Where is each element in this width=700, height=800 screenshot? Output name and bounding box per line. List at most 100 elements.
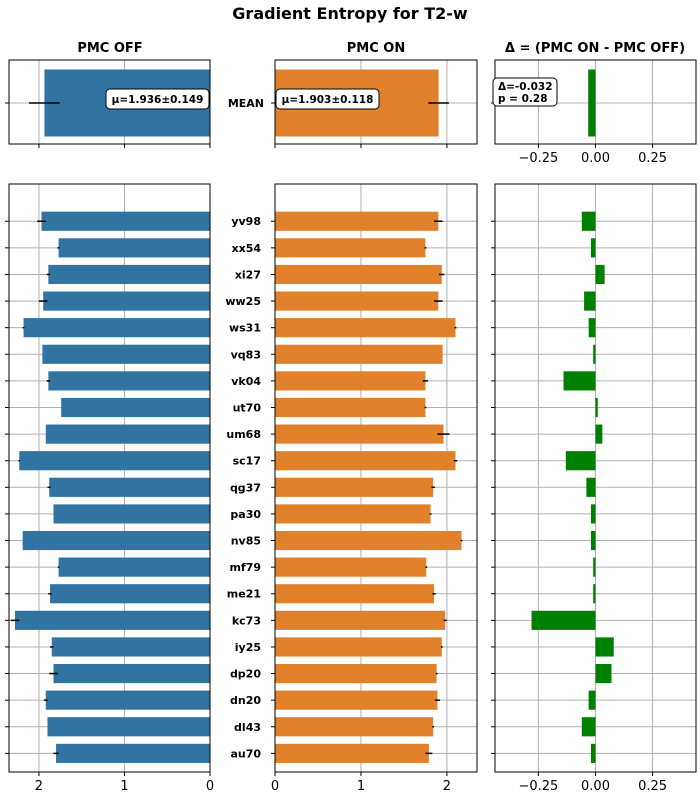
annotation-mean-on: μ=1.903±0.118 <box>282 94 374 106</box>
bar-pmc-off <box>41 211 210 231</box>
bar-delta <box>595 663 612 684</box>
axes-frame-on <box>274 59 478 145</box>
bar-pmc-off <box>51 637 210 657</box>
bar-pmc-on <box>275 397 426 418</box>
category-label: ut70 <box>233 401 262 414</box>
x-tick-label-delta: 0.00 <box>581 151 610 166</box>
bar-pmc-on <box>275 238 426 258</box>
category-label: ww25 <box>225 295 261 308</box>
bar-pmc-on <box>275 424 444 444</box>
bar-pmc-off <box>22 530 211 551</box>
annotation-delta-value: Δ=-0.032 <box>498 81 553 93</box>
category-label: vq83 <box>231 348 261 361</box>
bar-pmc-on <box>275 344 443 364</box>
x-tick-label-delta: 0.25 <box>638 151 667 166</box>
bar-pmc-on <box>275 371 426 391</box>
bar-pmc-off <box>43 291 210 311</box>
annotation-box-on <box>275 88 380 110</box>
bar-pmc-off <box>47 717 210 737</box>
category-label: kc73 <box>232 614 261 627</box>
panel-title-delta: Δ = (PMC ON - PMC OFF) <box>505 41 685 56</box>
bar-delta <box>595 397 598 418</box>
bar-pmc-off <box>45 424 211 444</box>
bar-delta <box>595 637 614 657</box>
bar-delta <box>590 238 596 258</box>
bar-pmc-on <box>275 291 439 311</box>
bar-pmc-off <box>58 238 211 258</box>
bar-pmc-off <box>48 264 210 285</box>
category-label: dp20 <box>230 668 261 681</box>
bar-delta <box>593 584 596 604</box>
axes-frame-off <box>8 183 211 773</box>
bar-pmc-on <box>275 451 456 471</box>
annotation-mean-off: μ=1.936±0.149 <box>112 94 204 106</box>
bar-delta <box>590 743 596 763</box>
bar-pmc-off <box>50 584 210 604</box>
bar-pmc-off <box>45 690 211 710</box>
x-tick-label-on: 2 <box>443 779 451 794</box>
bar-pmc-on <box>275 584 435 604</box>
bar-delta <box>590 504 596 524</box>
bar-pmc-off <box>19 451 211 471</box>
bar-pmc-off <box>42 344 210 364</box>
x-tick-label-delta: −0.25 <box>518 779 558 794</box>
bar-delta <box>588 318 596 338</box>
bar-pmc-on <box>275 477 434 497</box>
bar-pmc-on <box>275 717 434 737</box>
bar-delta <box>595 424 603 444</box>
bar-pmc-off <box>53 504 211 524</box>
bar-delta <box>565 451 596 471</box>
category-label: xx54 <box>232 242 262 255</box>
bar-delta <box>581 211 596 231</box>
chart-title: Gradient Entropy for T2-w <box>232 4 468 23</box>
bar-delta <box>531 610 596 630</box>
category-label: vk04 <box>231 375 261 388</box>
bar-delta <box>593 557 596 577</box>
mean-bar-delta <box>588 69 596 137</box>
category-label: nv85 <box>231 535 261 548</box>
bar-pmc-off <box>49 477 211 497</box>
x-tick-label-on: 0 <box>271 779 279 794</box>
axes-frame-off <box>8 59 211 145</box>
bar-pmc-on <box>275 690 438 710</box>
bar-pmc-off <box>48 371 210 391</box>
category-label: xi27 <box>235 268 261 281</box>
bar-pmc-on <box>275 637 442 657</box>
bar-pmc-off <box>53 663 211 684</box>
bar-delta <box>593 344 596 364</box>
bar-pmc-off <box>23 318 211 338</box>
bar-pmc-off <box>58 557 211 577</box>
bar-pmc-on <box>275 530 462 551</box>
x-tick-label-off: 2 <box>35 779 43 794</box>
x-tick-label-on: 1 <box>357 779 365 794</box>
panel-title-pmc-on: PMC ON <box>347 41 405 56</box>
bar-delta <box>581 717 596 737</box>
x-tick-label-delta: −0.25 <box>518 151 558 166</box>
plot-area: −0.25 0.00 0.25 MEAN μ=1.936±0.149 μ=1.903±0.… <box>5 59 697 794</box>
category-label: dn20 <box>230 694 261 707</box>
bar-pmc-on <box>275 743 429 763</box>
mean-row-label: MEAN <box>228 97 264 110</box>
bar-pmc-on <box>275 557 427 577</box>
bar-pmc-on <box>275 663 437 684</box>
annotation-p-value: p = 0.28 <box>498 93 548 105</box>
category-label: sc17 <box>233 455 261 468</box>
bar-delta <box>590 530 596 551</box>
bar-delta <box>588 690 596 710</box>
annotation-box-delta <box>492 77 558 107</box>
panel-title-pmc-off: PMC OFF <box>77 41 142 56</box>
x-tick-label-delta: 0.25 <box>638 779 667 794</box>
category-label: iy25 <box>235 641 261 654</box>
bar-delta <box>595 264 605 285</box>
bar-pmc-off <box>56 743 210 763</box>
category-label: ws31 <box>229 322 261 335</box>
bar-pmc-off <box>61 397 210 418</box>
axes-frame-on <box>274 183 478 773</box>
annotation-box-off <box>105 88 210 110</box>
category-label: mf79 <box>229 561 261 574</box>
bar-pmc-on <box>275 610 446 630</box>
bar-pmc-on <box>275 211 439 231</box>
category-label: pa30 <box>230 508 261 521</box>
category-label: yv98 <box>231 215 261 228</box>
